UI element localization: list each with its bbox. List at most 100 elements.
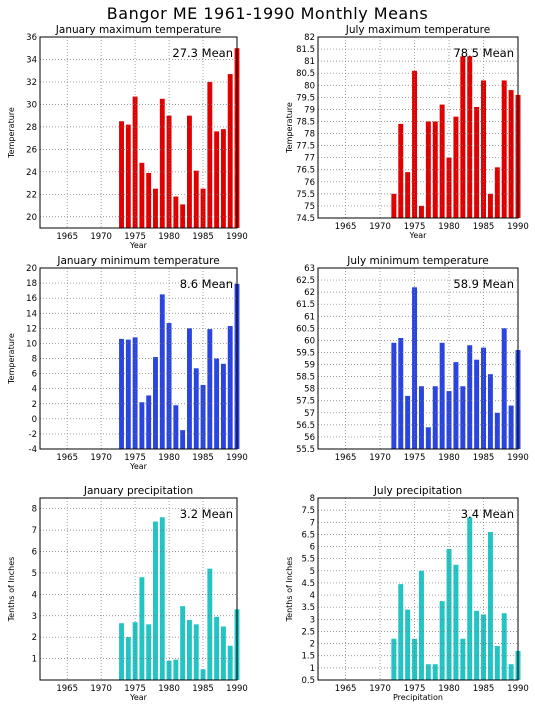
bar <box>187 620 192 680</box>
bar <box>139 577 145 680</box>
bar <box>405 609 411 680</box>
bar <box>501 80 507 218</box>
y-axis-label: Temperature <box>7 107 16 159</box>
y-tick-label: 1 <box>32 655 37 665</box>
bar <box>207 329 213 449</box>
bar <box>508 90 514 218</box>
plot-frame <box>39 497 238 681</box>
y-tick-label: 60 <box>304 336 315 346</box>
bar <box>173 196 179 228</box>
x-tick-label: 1980 <box>438 684 460 694</box>
x-tick-label: 1975 <box>404 222 426 232</box>
bar <box>432 664 438 680</box>
y-tick-label: 78.5 <box>296 117 315 127</box>
bar <box>439 601 445 680</box>
bar <box>159 294 165 449</box>
bar <box>405 172 411 218</box>
bar <box>200 384 206 449</box>
bar <box>153 188 158 228</box>
bar <box>146 395 152 449</box>
bar <box>494 646 500 680</box>
plot-frame <box>317 267 519 450</box>
bar <box>125 124 131 228</box>
x-tick-label: 1965 <box>56 453 78 463</box>
bar <box>474 359 480 449</box>
bar <box>220 129 226 228</box>
y-tick-label: 77 <box>304 154 315 164</box>
bar <box>125 339 131 449</box>
y-tick-label: 55.5 <box>296 445 315 455</box>
x-tick-label: 1980 <box>158 684 180 694</box>
plot-frame <box>317 36 519 219</box>
y-tick-label: 34 <box>26 55 37 65</box>
y-axis-label: Tenths of Inches <box>285 557 294 623</box>
chart-panel-1: 20 22 24 26 28 30 32 34 36 1965 1970 1975 1980 1985 19… <box>7 24 248 250</box>
y-tick-label: 18 <box>26 279 37 289</box>
bar <box>200 669 206 680</box>
bar <box>119 338 124 449</box>
bar <box>418 386 424 449</box>
chart-title: January minimum temperature <box>56 255 219 267</box>
y-tick-label: 59 <box>304 361 315 371</box>
y-tick-label: 3 <box>32 612 37 622</box>
bar <box>166 660 172 680</box>
mean-label: 3.4 Mean <box>461 507 514 521</box>
chart-panel-5: 1 2 3 4 5 6 7 8 1965 1970 1975 1980 1985 1990 January … <box>7 485 248 702</box>
x-tick-label: 1985 <box>473 222 495 232</box>
bar <box>214 358 220 449</box>
bar <box>398 337 404 449</box>
y-axis-label: Tenths of Inches <box>7 557 16 623</box>
y-tick-label: 76 <box>304 178 315 188</box>
x-tick-label: 1970 <box>90 453 112 463</box>
bar <box>119 121 124 228</box>
bar <box>481 80 486 218</box>
bar <box>453 116 459 218</box>
bar <box>446 548 452 680</box>
mean-label: 27.3 Mean <box>172 46 233 60</box>
x-tick-label: 1985 <box>192 453 214 463</box>
y-tick-label: 3.5 <box>301 603 315 613</box>
bar <box>418 205 424 218</box>
x-tick-label: 1990 <box>507 684 529 694</box>
x-tick-label: 1965 <box>335 222 357 232</box>
bar <box>193 624 199 680</box>
y-tick-label: 7.5 <box>301 506 315 516</box>
y-tick-label: 62 <box>304 288 315 298</box>
bar <box>180 430 186 449</box>
bar <box>166 323 172 449</box>
x-tick-label: 1970 <box>369 684 391 694</box>
bar <box>180 606 186 680</box>
y-tick-label: 4.5 <box>301 579 315 589</box>
bar <box>214 616 220 680</box>
y-tick-label: 63 <box>304 264 315 274</box>
bar <box>460 386 466 449</box>
y-tick-label: -2 <box>29 430 37 440</box>
bar <box>412 287 418 449</box>
y-tick-label: 6.5 <box>301 530 315 540</box>
chart-panel-2: 74.5 75 75.5 76 76.5 77 77.5 78 78.5 79 79.5 80 80.5… <box>285 24 529 240</box>
y-tick-label: 75 <box>304 202 315 212</box>
mean-label: 3.2 Mean <box>180 507 233 521</box>
bar <box>412 70 418 218</box>
y-tick-label: 32 <box>26 78 37 88</box>
chart-panel-4: 55.5 56 56.5 57 57.5 58 58.5 59 59.5 60 60.5 61 61.5… <box>296 255 529 463</box>
bar <box>220 626 226 680</box>
bar <box>159 98 165 228</box>
bar <box>207 81 213 228</box>
bar <box>227 74 233 228</box>
x-tick-label: 1975 <box>124 232 146 242</box>
bar <box>425 427 431 449</box>
bar <box>391 342 397 449</box>
y-tick-label: 12 <box>26 324 37 334</box>
y-tick-label: 77.5 <box>296 142 315 152</box>
x-axis-label: Year <box>129 462 148 471</box>
y-tick-label: 5.5 <box>301 555 315 565</box>
y-tick-label: 81.5 <box>296 45 315 55</box>
y-tick-label: 26 <box>26 145 37 155</box>
x-axis-label: Precipitation <box>393 693 443 702</box>
bar <box>508 405 514 449</box>
x-tick-label: 1990 <box>507 222 529 232</box>
y-tick-label: 0 <box>32 415 37 425</box>
y-tick-label: 59.5 <box>296 348 315 358</box>
y-tick-label: 4 <box>310 591 315 601</box>
